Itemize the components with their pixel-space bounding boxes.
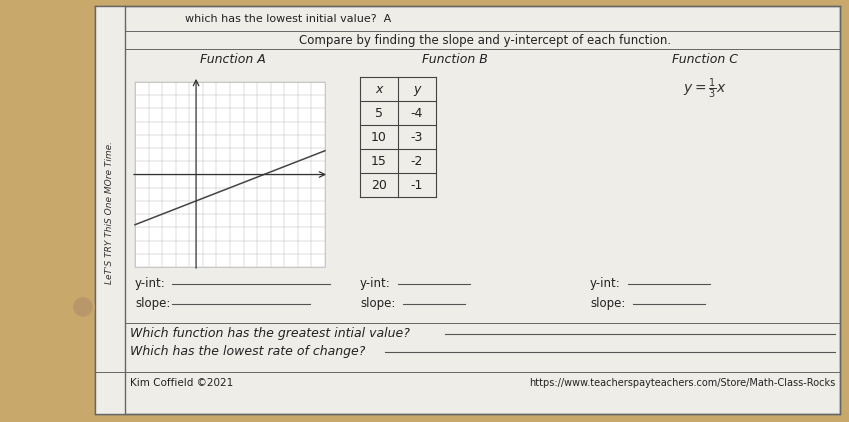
- Text: -2: -2: [411, 154, 423, 168]
- Text: 5: 5: [375, 106, 383, 119]
- Text: -4: -4: [411, 106, 423, 119]
- Text: LeT'S TRY ThiS One MOre Time.: LeT'S TRY ThiS One MOre Time.: [105, 141, 115, 284]
- Text: y-int:: y-int:: [360, 278, 391, 290]
- Text: slope:: slope:: [590, 298, 626, 311]
- Text: 15: 15: [371, 154, 387, 168]
- Text: y-int:: y-int:: [590, 278, 621, 290]
- Text: -3: -3: [411, 130, 423, 143]
- Circle shape: [72, 296, 94, 318]
- Text: which has the lowest initial value?  A: which has the lowest initial value? A: [185, 14, 391, 24]
- Circle shape: [74, 298, 92, 316]
- Text: 10: 10: [371, 130, 387, 143]
- Text: Function A: Function A: [200, 52, 266, 65]
- Bar: [95, 6, 125, 414]
- Text: slope:: slope:: [360, 298, 396, 311]
- Text: Function B: Function B: [422, 52, 488, 65]
- Bar: [95, 6, 840, 414]
- Text: 20: 20: [371, 179, 387, 192]
- Text: y-int:: y-int:: [135, 278, 166, 290]
- Text: x: x: [375, 82, 383, 95]
- Text: $y = \frac{1}{3}x$: $y = \frac{1}{3}x$: [683, 77, 727, 101]
- Text: y: y: [413, 82, 421, 95]
- Text: https://www.teacherspayteachers.com/Store/Math-Class-Rocks: https://www.teacherspayteachers.com/Stor…: [529, 378, 835, 388]
- Text: Which function has the greatest intial value?: Which function has the greatest intial v…: [130, 327, 410, 341]
- Bar: [135, 82, 325, 267]
- Text: Kim Coffield ©2021: Kim Coffield ©2021: [130, 378, 233, 388]
- Text: slope:: slope:: [135, 298, 171, 311]
- Text: Which has the lowest rate of change?: Which has the lowest rate of change?: [130, 346, 365, 359]
- Text: Function C: Function C: [672, 52, 738, 65]
- Text: Compare by finding the slope and y-intercept of each function.: Compare by finding the slope and y-inter…: [299, 33, 671, 46]
- Text: -1: -1: [411, 179, 423, 192]
